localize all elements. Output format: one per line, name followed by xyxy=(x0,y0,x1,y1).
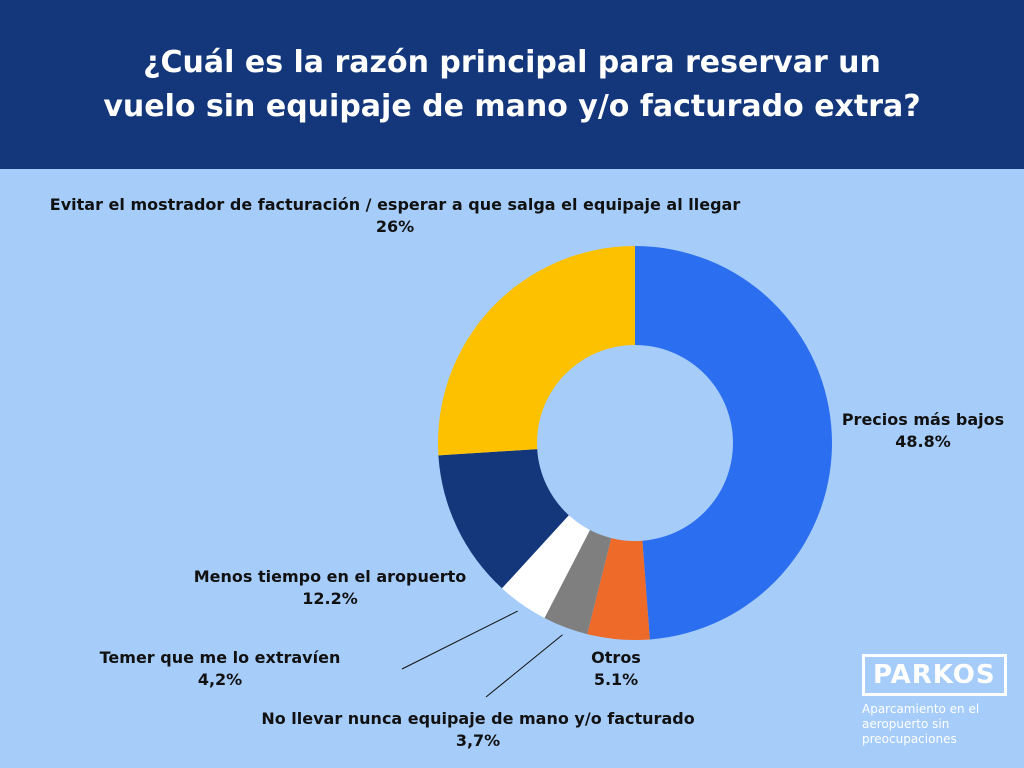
header-banner: ¿Cuál es la razón principal para reserva… xyxy=(0,0,1024,169)
slice-evitar xyxy=(438,246,635,456)
slice-label-otros: Otros 5.1% xyxy=(566,647,666,691)
slice-name-evitar: Evitar el mostrador de facturación / esp… xyxy=(49,195,741,214)
slice-label-temer: Temer que me lo extravíen 4,2% xyxy=(80,647,360,691)
slice-menos-tiempo xyxy=(438,449,569,589)
leader-line-temer xyxy=(401,610,518,670)
logo-tagline-2: aeropuerto sin xyxy=(862,717,950,731)
slice-label-no-llevar: No llevar nunca equipaje de mano y/o fac… xyxy=(238,708,718,752)
title-line-1: ¿Cuál es la razón principal para reserva… xyxy=(143,44,881,80)
slice-value-temer: 4,2% xyxy=(197,670,243,689)
leader-line-no-llevar xyxy=(485,634,563,698)
slice-value-precios: 48.8% xyxy=(895,432,951,451)
slice-name-precios: Precios más bajos xyxy=(841,410,1005,429)
slice-label-evitar: Evitar el mostrador de facturación / esp… xyxy=(30,194,760,238)
slice-value-no-llevar: 3,7% xyxy=(455,731,501,750)
parkos-logo: PARKOS Aparcamiento en el aeropuerto sin… xyxy=(862,654,1007,747)
chart-title: ¿Cuál es la razón principal para reserva… xyxy=(62,41,962,129)
logo-tagline: Aparcamiento en el aeropuerto sin preocu… xyxy=(862,702,1002,747)
slice-no-llevar xyxy=(544,530,612,635)
logo-tagline-1: Aparcamiento en el xyxy=(862,702,980,716)
logo-tagline-3: preocupaciones xyxy=(862,732,957,746)
title-line-2: vuelo sin equipaje de mano y/o facturado… xyxy=(103,88,921,124)
logo-wordmark: PARKOS xyxy=(862,654,1007,696)
slice-temer xyxy=(501,515,590,618)
slice-value-evitar: 26% xyxy=(375,217,415,236)
slice-otros xyxy=(587,538,650,640)
slice-name-no-llevar: No llevar nunca equipaje de mano y/o fac… xyxy=(261,709,695,728)
slice-label-precios: Precios más bajos 48.8% xyxy=(838,409,1008,453)
slice-name-temer: Temer que me lo extravíen xyxy=(99,648,341,667)
slice-label-menos-tiempo: Menos tiempo en el aropuerto 12.2% xyxy=(175,566,485,610)
slice-name-otros: Otros xyxy=(591,648,641,667)
slice-name-menos-tiempo: Menos tiempo en el aropuerto xyxy=(193,567,467,586)
slice-value-menos-tiempo: 12.2% xyxy=(302,589,358,608)
slice-precios xyxy=(635,246,833,640)
slice-value-otros: 5.1% xyxy=(593,670,639,689)
